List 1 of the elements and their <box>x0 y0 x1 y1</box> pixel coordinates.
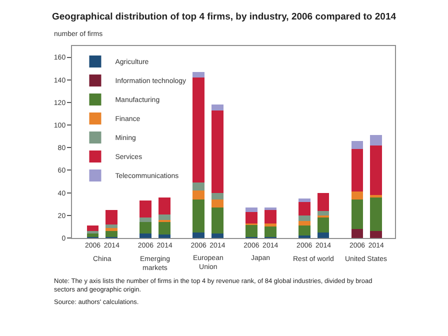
chart-title: Geographical distribution of top 4 firms, by industry, 2006 compared to 2014 <box>52 11 397 22</box>
